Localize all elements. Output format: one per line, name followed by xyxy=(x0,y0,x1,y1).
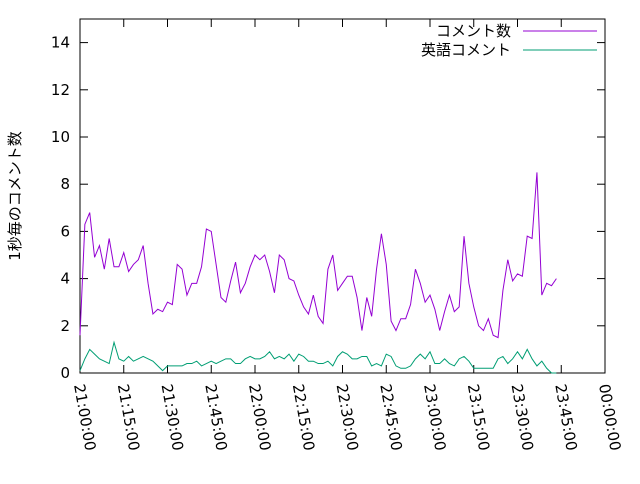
y-tick-label: 0 xyxy=(60,364,70,382)
plot-border xyxy=(79,18,606,374)
y-axis-label: 1秒毎のコメント数 xyxy=(6,131,24,261)
series-line xyxy=(79,172,557,339)
y-tick-label: 6 xyxy=(60,222,70,240)
y-tick-label: 4 xyxy=(60,270,70,288)
x-tick-label: 22:15:00 xyxy=(289,383,318,452)
legend-label: コメント数 xyxy=(436,22,511,40)
x-tick-label: 22:30:00 xyxy=(333,383,362,452)
x-tick-label: 23:45:00 xyxy=(551,383,580,452)
x-tick-label: 22:45:00 xyxy=(376,383,405,452)
y-tick-label: 8 xyxy=(60,175,70,193)
y-tick-label: 2 xyxy=(60,317,70,335)
x-tick-label: 21:00:00 xyxy=(70,383,99,452)
y-tick-label: 14 xyxy=(51,34,70,52)
x-tick-label: 00:00:00 xyxy=(595,383,624,452)
y-tick-label: 10 xyxy=(51,128,70,146)
x-tick-label: 23:15:00 xyxy=(464,383,493,452)
x-tick-label: 23:00:00 xyxy=(420,383,449,452)
x-tick-label: 22:00:00 xyxy=(245,383,274,452)
x-tick-label: 23:30:00 xyxy=(508,383,537,452)
legend-label: 英語コメント xyxy=(421,41,511,59)
y-tick-label: 12 xyxy=(51,81,70,99)
x-tick-label: 21:15:00 xyxy=(114,383,143,452)
x-tick-label: 21:45:00 xyxy=(201,383,230,452)
x-tick-label: 21:30:00 xyxy=(158,383,187,452)
series-line xyxy=(79,340,557,374)
